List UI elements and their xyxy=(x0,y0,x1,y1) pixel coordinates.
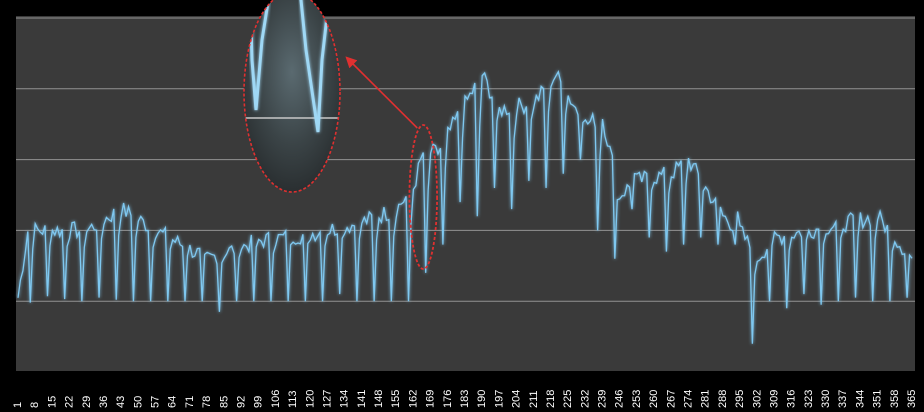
x-tick-label: 106 xyxy=(270,390,282,408)
zoom-inset-line-right xyxy=(298,0,332,133)
x-tick-label: 211 xyxy=(528,390,540,408)
x-tick-label: 274 xyxy=(683,390,695,408)
x-tick-label: 239 xyxy=(597,390,609,408)
x-tick-label: 22 xyxy=(64,396,76,408)
x-tick-label: 99 xyxy=(253,396,265,408)
x-tick-label: 337 xyxy=(837,390,849,408)
x-tick-label: 92 xyxy=(236,396,248,408)
annotations xyxy=(243,0,438,270)
x-tick-label: 295 xyxy=(734,390,746,408)
x-tick-label: 113 xyxy=(287,390,299,408)
x-tick-label: 365 xyxy=(906,390,918,408)
x-tick-label: 246 xyxy=(614,390,626,408)
zoom-inset-border xyxy=(243,0,341,193)
x-tick-label: 155 xyxy=(390,390,402,408)
x-tick-label: 330 xyxy=(820,390,832,408)
x-axis-tick-labels: 1 8 15 22 29 36 43 50 57 64 71 78 85 92 99 106 113 120 127… xyxy=(12,390,918,408)
series-line xyxy=(17,70,913,344)
x-tick-label: 15 xyxy=(46,396,58,408)
x-tick-label: 225 xyxy=(562,390,574,408)
x-tick-label: 162 xyxy=(407,390,419,408)
zoom-inset xyxy=(243,0,341,193)
x-tick-label: 358 xyxy=(889,390,901,408)
x-tick-label: 1 xyxy=(12,402,24,408)
x-tick-label: 134 xyxy=(339,390,351,408)
x-tick-label: 176 xyxy=(442,390,454,408)
x-tick-label: 267 xyxy=(665,390,677,408)
x-tick-label: 351 xyxy=(872,390,884,408)
x-tick-label: 141 xyxy=(356,390,368,408)
x-tick-label: 204 xyxy=(511,390,523,408)
x-tick-label: 29 xyxy=(81,396,93,408)
highlight-ellipse xyxy=(408,124,438,270)
x-tick-label: 169 xyxy=(425,390,437,408)
x-tick-label: 260 xyxy=(648,390,660,408)
x-tick-label: 127 xyxy=(321,390,333,408)
annotation-arrow xyxy=(345,56,418,129)
x-tick-label: 120 xyxy=(304,390,316,408)
x-tick-label: 57 xyxy=(150,396,162,408)
x-tick-label: 281 xyxy=(700,390,712,408)
plot-background xyxy=(16,16,915,371)
x-tick-label: 253 xyxy=(631,390,643,408)
x-tick-label: 309 xyxy=(768,390,780,408)
x-tick-label: 50 xyxy=(132,396,144,408)
x-tick-label: 316 xyxy=(786,390,798,408)
zoom-inset-background xyxy=(244,0,340,192)
x-tick-label: 190 xyxy=(476,390,488,408)
x-tick-label: 43 xyxy=(115,396,127,408)
x-tick-label: 85 xyxy=(218,396,230,408)
x-tick-label: 302 xyxy=(751,390,763,408)
x-tick-label: 218 xyxy=(545,390,557,408)
x-tick-label: 8 xyxy=(29,402,41,408)
x-tick-label: 232 xyxy=(579,390,591,408)
x-tick-label: 148 xyxy=(373,390,385,408)
x-tick-label: 323 xyxy=(803,390,815,408)
x-tick-label: 78 xyxy=(201,396,213,408)
x-tick-label: 183 xyxy=(459,390,471,408)
x-tick-label: 71 xyxy=(184,396,196,408)
x-tick-label: 288 xyxy=(717,390,729,408)
x-tick-label: 64 xyxy=(167,396,179,408)
x-tick-label: 344 xyxy=(854,390,866,408)
x-tick-label: 197 xyxy=(493,390,505,408)
x-tick-label: 36 xyxy=(98,396,110,408)
series-group xyxy=(17,70,913,344)
